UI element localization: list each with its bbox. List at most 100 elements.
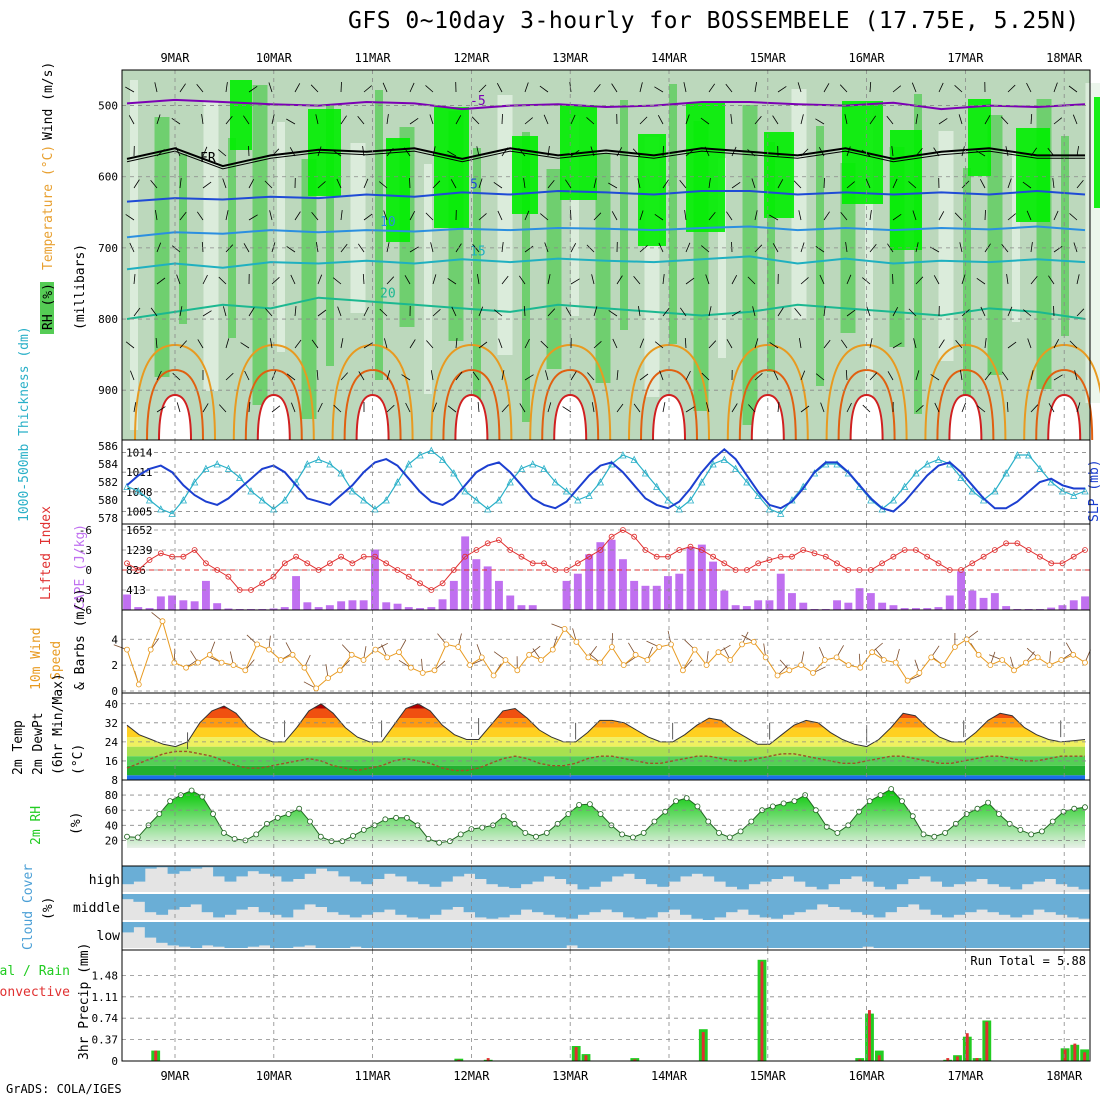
lifted-index-point [338,553,345,560]
cloud-cell [1021,922,1034,948]
lifted-index-point [360,553,367,560]
wind-barb [1048,403,1055,413]
wind-barb [432,146,436,157]
wind-barb [823,177,825,189]
cape-bar [495,580,503,610]
wind-speed-point [514,667,521,674]
wind-barb [1076,146,1079,157]
wind-barb [747,276,756,285]
wind-barb [429,114,434,125]
lifted-index-point [698,547,705,553]
cloud-unit-label: (%) [41,897,56,920]
dewpt-line [126,750,1085,772]
wind-barb [708,178,711,189]
thickness-point [968,487,976,495]
wind-barb [731,275,738,285]
wind-barb [524,117,533,125]
wind-speed-point [549,646,556,653]
cloud-cell [554,894,567,918]
wind-speed-point [703,662,710,668]
cape-bar [1002,606,1011,610]
cloud-cell [383,922,396,948]
wind-barb [869,210,872,221]
thickness-point [765,505,774,513]
rh-tick: 60 [105,804,118,817]
wind-barb [934,402,940,413]
cloud-cell [463,894,476,913]
wind-barb [1076,180,1084,189]
wind-barb [450,179,457,189]
wind-speed-point [478,654,485,661]
cape-bar [607,539,616,610]
cloud-cell [839,922,852,948]
wind-barb [726,211,733,221]
cloud-row-label: low [97,929,121,944]
cloud-cell [907,922,920,948]
lifted-index-point [293,553,300,560]
lifted-index-point [935,560,942,567]
cloud-cell [156,894,169,915]
wind-barb [156,242,162,253]
wind-barb [202,310,212,317]
thickness-point [157,505,165,513]
cloud-cell [737,894,749,910]
cloud-cell [1078,922,1091,948]
wind-barb [1007,84,1016,93]
cape-tick: 413 [126,584,146,597]
temp-axis-label: (6hr Min/Max) [51,673,66,775]
wind-barb [363,213,373,221]
cloud-cell [509,922,522,948]
wind-speed-point [821,657,828,663]
cloud-cell [759,922,772,948]
wind-speed-point [372,646,379,653]
lifted-index-point [620,527,626,533]
cloud-cell [418,894,430,919]
wind-barb [862,277,871,285]
wind-barb [976,405,986,413]
cloud-cell [1044,866,1057,879]
rh-point [382,816,389,823]
cape-bar [224,608,233,610]
rh-plume [375,90,383,380]
rh-point [640,830,647,836]
thickness-tick: 582 [98,476,118,489]
wind-barb [1053,82,1058,93]
wind-barb [800,242,805,253]
rh-plume [1061,136,1069,336]
date-tick-bottom: 18MAR [1046,1069,1083,1083]
wind-barb [1006,274,1009,285]
lifted-index-point [766,557,773,563]
wind-barb [501,147,508,157]
cloud-cell [1010,866,1023,890]
wind-barb [547,274,551,285]
temp-band [127,727,1085,738]
wind-barb [405,402,411,413]
date-tick-bottom: 14MAR [651,1069,688,1083]
wind-barb [1001,371,1009,381]
wind-barb [915,242,919,253]
wind-speed-point [254,641,261,648]
cape-bar [641,585,650,610]
lifted-index-point [214,567,221,573]
cloud-cell [327,894,339,913]
wind-barb [271,405,281,413]
rh-point [576,802,582,808]
wind-barb [570,209,572,221]
cape-bar [742,606,751,610]
rh-plume [816,126,824,386]
cloud-cell [953,866,966,885]
cloud-cell [976,922,988,948]
wind-speed-point [230,662,237,668]
wind-barb [915,405,924,413]
cloud-cell [839,866,852,879]
rh-point [791,798,798,804]
cloud-cell [247,922,260,947]
wind-barb [386,404,395,413]
date-tick-top: 16MAR [849,51,886,65]
thickness-point [484,505,492,513]
rh2m-unit-label: (%) [69,812,84,835]
thickness-line [126,449,1086,515]
thickness-point [901,482,909,490]
cape-bar [776,573,785,610]
wind-speed-point [1058,657,1065,663]
